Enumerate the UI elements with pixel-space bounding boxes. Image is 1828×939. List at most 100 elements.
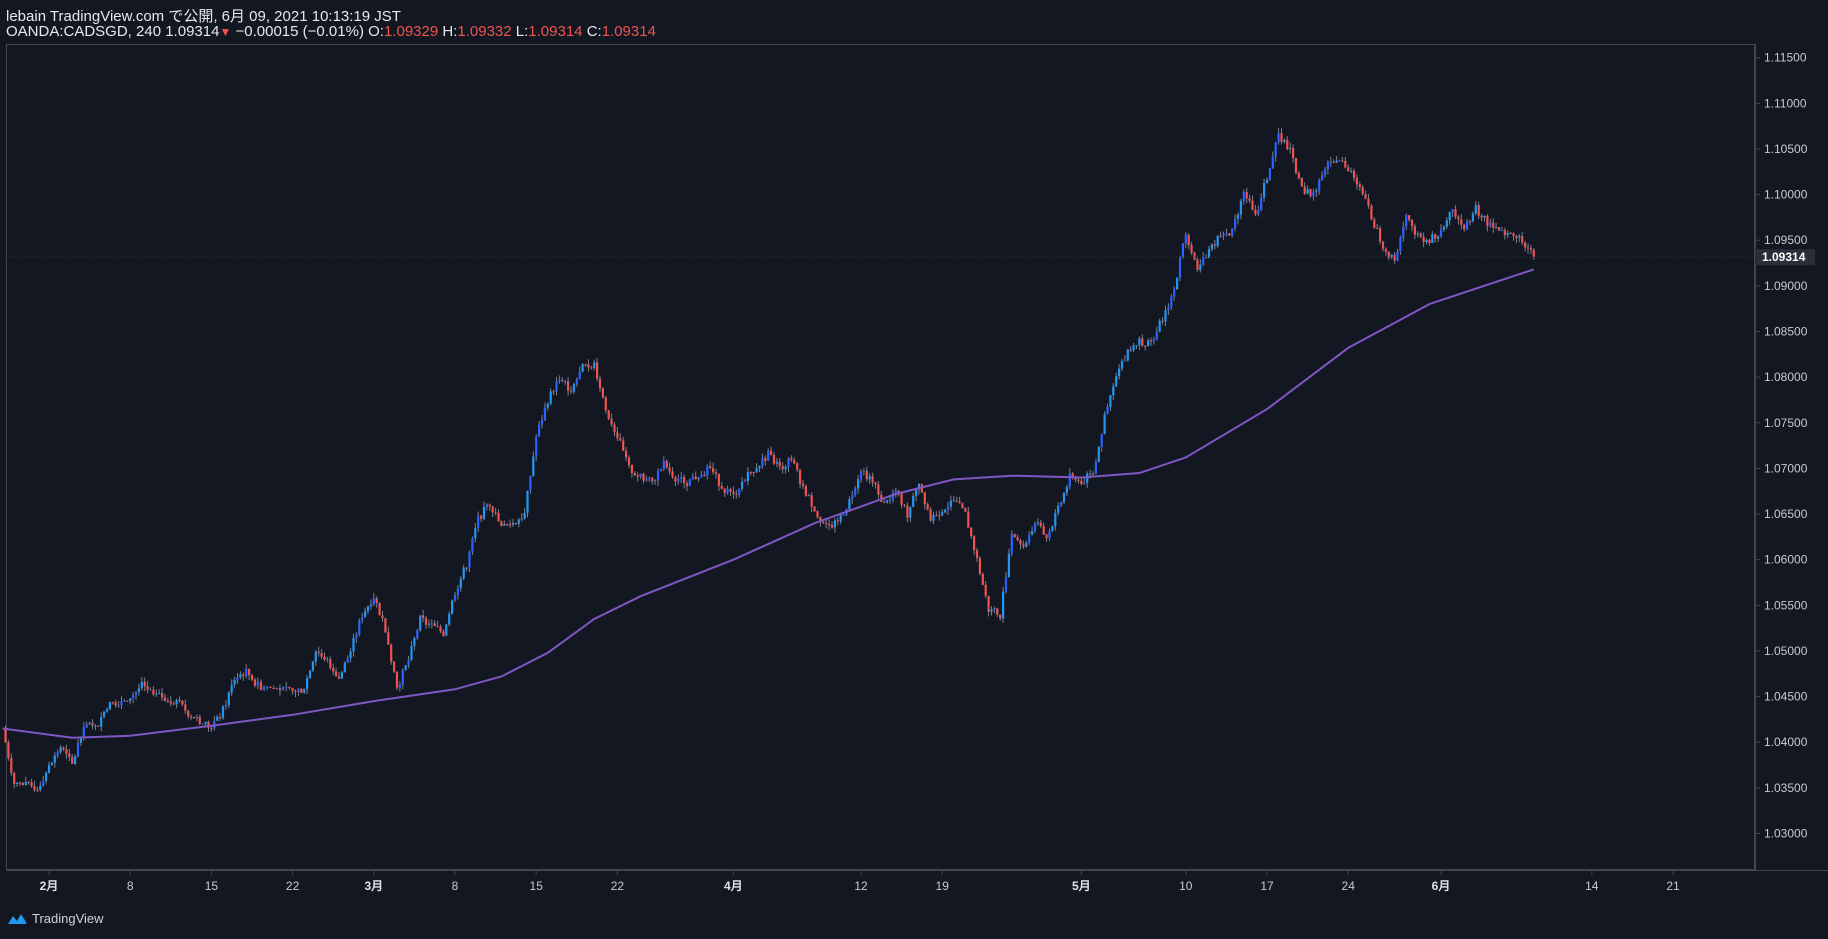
candle-body — [775, 461, 778, 464]
candle-body — [1028, 534, 1031, 543]
candle-body — [329, 659, 332, 668]
candle-body — [1022, 544, 1025, 547]
candle-body — [700, 474, 703, 478]
candle-body — [819, 517, 822, 523]
candle-body — [723, 488, 726, 493]
candle-body — [1347, 167, 1350, 172]
candle-body — [1355, 177, 1358, 185]
candle-body — [233, 679, 236, 685]
candle-body — [1216, 235, 1219, 247]
time-tick-label: 17 — [1260, 879, 1274, 893]
candle-body — [1463, 224, 1466, 230]
candle-body — [941, 512, 944, 516]
price-axis[interactable]: 1.03000 1.03500 1.04000 1.04500 1.05000 1.055… — [1755, 51, 1808, 841]
candle-body — [1492, 222, 1495, 228]
candle-body — [738, 488, 741, 495]
candle-body — [743, 480, 747, 482]
candle-body — [42, 781, 45, 786]
candle-body — [949, 500, 952, 507]
candle-body — [10, 758, 13, 774]
candle-body — [24, 781, 27, 786]
candle-body — [772, 454, 776, 464]
candle-body — [1118, 368, 1121, 377]
candle-body — [770, 450, 773, 455]
candle-body — [105, 709, 109, 712]
candle-body — [787, 458, 790, 467]
candle-body — [482, 506, 486, 519]
price-tick-label: 1.03000 — [1764, 826, 1808, 840]
candle-body — [1228, 233, 1231, 236]
candle-body — [85, 724, 88, 728]
candle-body — [1138, 338, 1141, 346]
candle-body — [625, 450, 628, 458]
candle-body — [401, 670, 404, 685]
price-tick-label: 1.06500 — [1764, 507, 1808, 521]
time-tick-label: 12 — [854, 879, 868, 893]
candle-body — [604, 397, 607, 411]
candle-body — [1149, 340, 1153, 342]
candle-body — [1477, 205, 1480, 216]
candle-body — [224, 705, 227, 707]
last-price-label-bg — [1755, 249, 1815, 266]
candle-body — [47, 765, 51, 773]
candle-body — [1013, 533, 1016, 538]
candle-body — [1120, 361, 1124, 369]
price-change: −0.00015 (−0.01%) — [235, 23, 364, 40]
candle-body — [970, 527, 973, 537]
candle-body — [320, 653, 323, 657]
time-tick-label: 14 — [1585, 879, 1599, 893]
candle-body — [1448, 212, 1451, 221]
candle-body — [1277, 133, 1280, 142]
candle-body — [358, 620, 361, 635]
candle-body — [891, 492, 894, 500]
candle-body — [598, 378, 602, 389]
candle-body — [825, 522, 828, 525]
candle-body — [1315, 190, 1318, 193]
candle-body — [352, 637, 355, 652]
candle-body — [990, 609, 993, 612]
candle-body — [323, 656, 326, 660]
candle-body — [1086, 473, 1089, 483]
price-tick-label: 1.09500 — [1764, 233, 1808, 247]
symbol-label[interactable]: OANDA:CADSGD, 240 — [6, 23, 162, 40]
candle-body — [1213, 244, 1216, 247]
candle-body — [1196, 259, 1199, 270]
candle-body — [114, 702, 117, 706]
candle-body — [752, 472, 755, 474]
candle-body — [540, 420, 544, 425]
candle-body — [140, 681, 143, 689]
price-tick-label: 1.05000 — [1764, 644, 1808, 658]
candle-body — [263, 686, 266, 690]
candle-body — [532, 456, 535, 476]
candle-body — [1526, 247, 1530, 249]
candle-body — [1286, 139, 1289, 150]
candle-body — [471, 538, 474, 552]
time-axis[interactable]: 2月 8 15 22 3月 8 15 22 4月 12 19 5月 10 17 24 6月 14 21 — [40, 870, 1680, 893]
candle-body — [500, 521, 503, 526]
candle-body — [308, 670, 312, 679]
candle-body — [491, 506, 494, 513]
candle-body — [804, 485, 807, 496]
candle-body — [1129, 349, 1132, 351]
candle-body — [456, 588, 459, 595]
tradingview-brand[interactable]: TradingView — [6, 911, 104, 926]
candle-body — [639, 473, 642, 477]
candle-body — [30, 782, 33, 787]
candle-body — [523, 512, 526, 519]
candle-body — [1352, 170, 1356, 178]
candle-body — [1033, 523, 1037, 531]
candle-body — [1466, 221, 1469, 230]
candle-body — [192, 717, 196, 719]
candle-body — [801, 483, 805, 486]
candle-body — [1036, 522, 1039, 524]
candle-body — [134, 691, 138, 695]
candle-body — [793, 460, 796, 464]
candle-body — [1321, 174, 1324, 180]
candle-body — [1016, 537, 1019, 541]
candle-body — [616, 432, 619, 439]
candle-body — [1350, 170, 1353, 172]
candle-body — [830, 524, 834, 528]
candle-body — [1222, 233, 1225, 236]
candle-body — [726, 489, 729, 493]
